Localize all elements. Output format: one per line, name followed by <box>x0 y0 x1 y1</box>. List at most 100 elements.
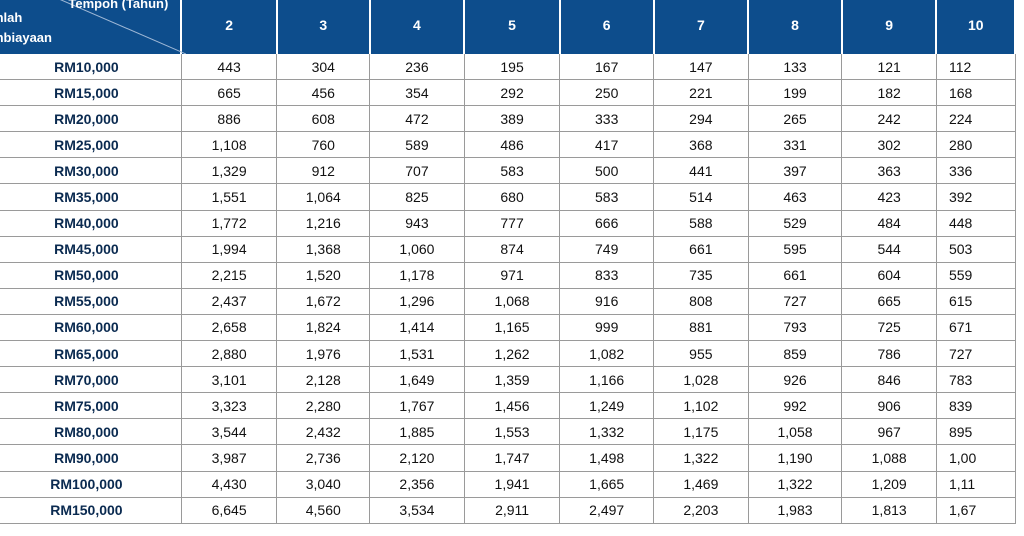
installment-cell: 1,102 <box>653 392 749 420</box>
installment-cell: 874 <box>464 236 561 263</box>
installment-cell: 397 <box>748 157 843 185</box>
installment-cell: 583 <box>464 157 561 185</box>
financing-amount-cell: RM25,000 <box>0 131 182 159</box>
table-row: RM40,000 1,772 1,216 943 777 666 588 529 484 448 <box>0 210 1016 237</box>
installment-cell: 839 <box>936 392 1016 420</box>
tenure-label: Tempoh (Tahun) <box>68 0 169 11</box>
installment-cell: 463 <box>748 183 843 211</box>
installment-cell: 808 <box>653 288 749 315</box>
installment-cell: 999 <box>559 314 655 342</box>
year-header: 8 <box>748 0 843 54</box>
table-row: RM20,000 886 608 472 389 333 294 265 242 224 <box>0 105 1016 133</box>
table-row: RM100,000 4,430 3,040 2,356 1,941 1,665 1,469 1… <box>0 471 1016 498</box>
financing-amount-cell: RM75,000 <box>0 392 182 420</box>
installment-cell: 2,280 <box>276 392 371 420</box>
installment-cell: 1,249 <box>559 392 655 420</box>
installment-cell: 1,064 <box>276 183 371 211</box>
financing-amount-cell: RM30,000 <box>0 157 182 185</box>
installment-cell: 967 <box>841 418 937 446</box>
installment-cell: 777 <box>464 210 561 237</box>
installment-cell: 1,108 <box>181 131 278 159</box>
installment-cell: 544 <box>841 236 937 263</box>
installment-cell: 168 <box>936 79 1016 107</box>
installment-cell: 1,190 <box>748 444 843 472</box>
installment-cell: 1,976 <box>276 340 371 368</box>
table-row: RM80,000 3,544 2,432 1,885 1,553 1,332 1,175 1,… <box>0 418 1016 446</box>
financing-amount-cell: RM90,000 <box>0 444 182 472</box>
installment-cell: 1,531 <box>369 340 465 368</box>
installment-cell: 1,941 <box>464 471 561 498</box>
installment-cell: 666 <box>559 210 655 237</box>
installment-cell: 749 <box>559 236 655 263</box>
installment-cell: 895 <box>936 418 1016 446</box>
installment-cell: 665 <box>181 79 278 107</box>
year-header: 10 <box>936 0 1016 54</box>
financing-amount-cell: RM150,000 <box>0 497 182 524</box>
installment-cell: 1,359 <box>464 366 561 394</box>
installment-cell: 833 <box>559 262 655 289</box>
installment-cell: 121 <box>841 54 937 81</box>
installment-cell: 1,11 <box>936 471 1016 498</box>
installment-cell: 500 <box>559 157 655 185</box>
installment-cell: 529 <box>748 210 843 237</box>
installment-cell: 1,00 <box>936 444 1016 472</box>
installment-cell: 147 <box>653 54 749 81</box>
installment-cell: 2,128 <box>276 366 371 394</box>
year-header: 5 <box>464 0 561 54</box>
installment-cell: 1,649 <box>369 366 465 394</box>
installment-cell: 1,67 <box>936 497 1016 524</box>
installment-cell: 2,203 <box>653 497 749 524</box>
installment-cell: 1,994 <box>181 236 278 263</box>
installment-cell: 417 <box>559 131 655 159</box>
installment-cell: 1,456 <box>464 392 561 420</box>
installment-cell: 456 <box>276 79 371 107</box>
installment-cell: 1,665 <box>559 471 655 498</box>
financing-amount-cell: RM100,000 <box>0 471 182 498</box>
financing-amount-cell: RM60,000 <box>0 314 182 342</box>
financing-amount-cell: RM80,000 <box>0 418 182 446</box>
corner-diagonal-divider <box>59 0 186 54</box>
installment-cell: 825 <box>369 183 465 211</box>
financing-amount-cell: RM20,000 <box>0 105 182 133</box>
installment-cell: 559 <box>936 262 1016 289</box>
installment-cell: 1,520 <box>276 262 371 289</box>
installment-cell: 1,028 <box>653 366 749 394</box>
installment-cell: 725 <box>841 314 937 342</box>
installment-cell: 1,672 <box>276 288 371 315</box>
installment-cell: 448 <box>936 210 1016 237</box>
installment-cell: 1,368 <box>276 236 371 263</box>
amount-label-line-1: mlah <box>0 10 23 25</box>
installment-cell: 1,175 <box>653 418 749 446</box>
installment-cell: 608 <box>276 105 371 133</box>
installment-cell: 302 <box>841 131 937 159</box>
monthly-installment-table: Tempoh (Tahun) mlah mbiayaan 2 3 4 5 6 7… <box>0 0 1016 524</box>
installment-cell: 783 <box>936 366 1016 394</box>
installment-cell: 2,911 <box>464 497 561 524</box>
installment-cell: 423 <box>841 183 937 211</box>
table-row: RM65,000 2,880 1,976 1,531 1,262 1,082 955 859 7… <box>0 340 1016 368</box>
financing-amount-cell: RM45,000 <box>0 236 182 263</box>
installment-cell: 1,983 <box>748 497 843 524</box>
amount-label-line-2: mbiayaan <box>0 30 52 45</box>
financing-amount-cell: RM55,000 <box>0 288 182 315</box>
installment-cell: 1,088 <box>841 444 937 472</box>
installment-cell: 1,322 <box>653 444 749 472</box>
installment-cell: 4,430 <box>181 471 278 498</box>
installment-cell: 992 <box>748 392 843 420</box>
table-row: RM25,000 1,108 760 589 486 417 368 331 302 280 <box>0 131 1016 159</box>
installment-cell: 4,560 <box>276 497 371 524</box>
installment-cell: 292 <box>464 79 561 107</box>
year-header: 6 <box>559 0 655 54</box>
installment-cell: 182 <box>841 79 937 107</box>
financing-amount-cell: RM65,000 <box>0 340 182 368</box>
table-row: RM30,000 1,329 912 707 583 500 441 397 363 336 <box>0 157 1016 185</box>
installment-cell: 2,437 <box>181 288 278 315</box>
installment-cell: 912 <box>276 157 371 185</box>
installment-cell: 661 <box>653 236 749 263</box>
corner-header-cell: Tempoh (Tahun) mlah mbiayaan <box>0 0 186 54</box>
table-row: RM150,000 6,645 4,560 3,534 2,911 2,497 2,203 1… <box>0 497 1016 524</box>
financing-amount-cell: RM35,000 <box>0 183 182 211</box>
installment-cell: 1,767 <box>369 392 465 420</box>
installment-cell: 389 <box>464 105 561 133</box>
installment-cell: 881 <box>653 314 749 342</box>
